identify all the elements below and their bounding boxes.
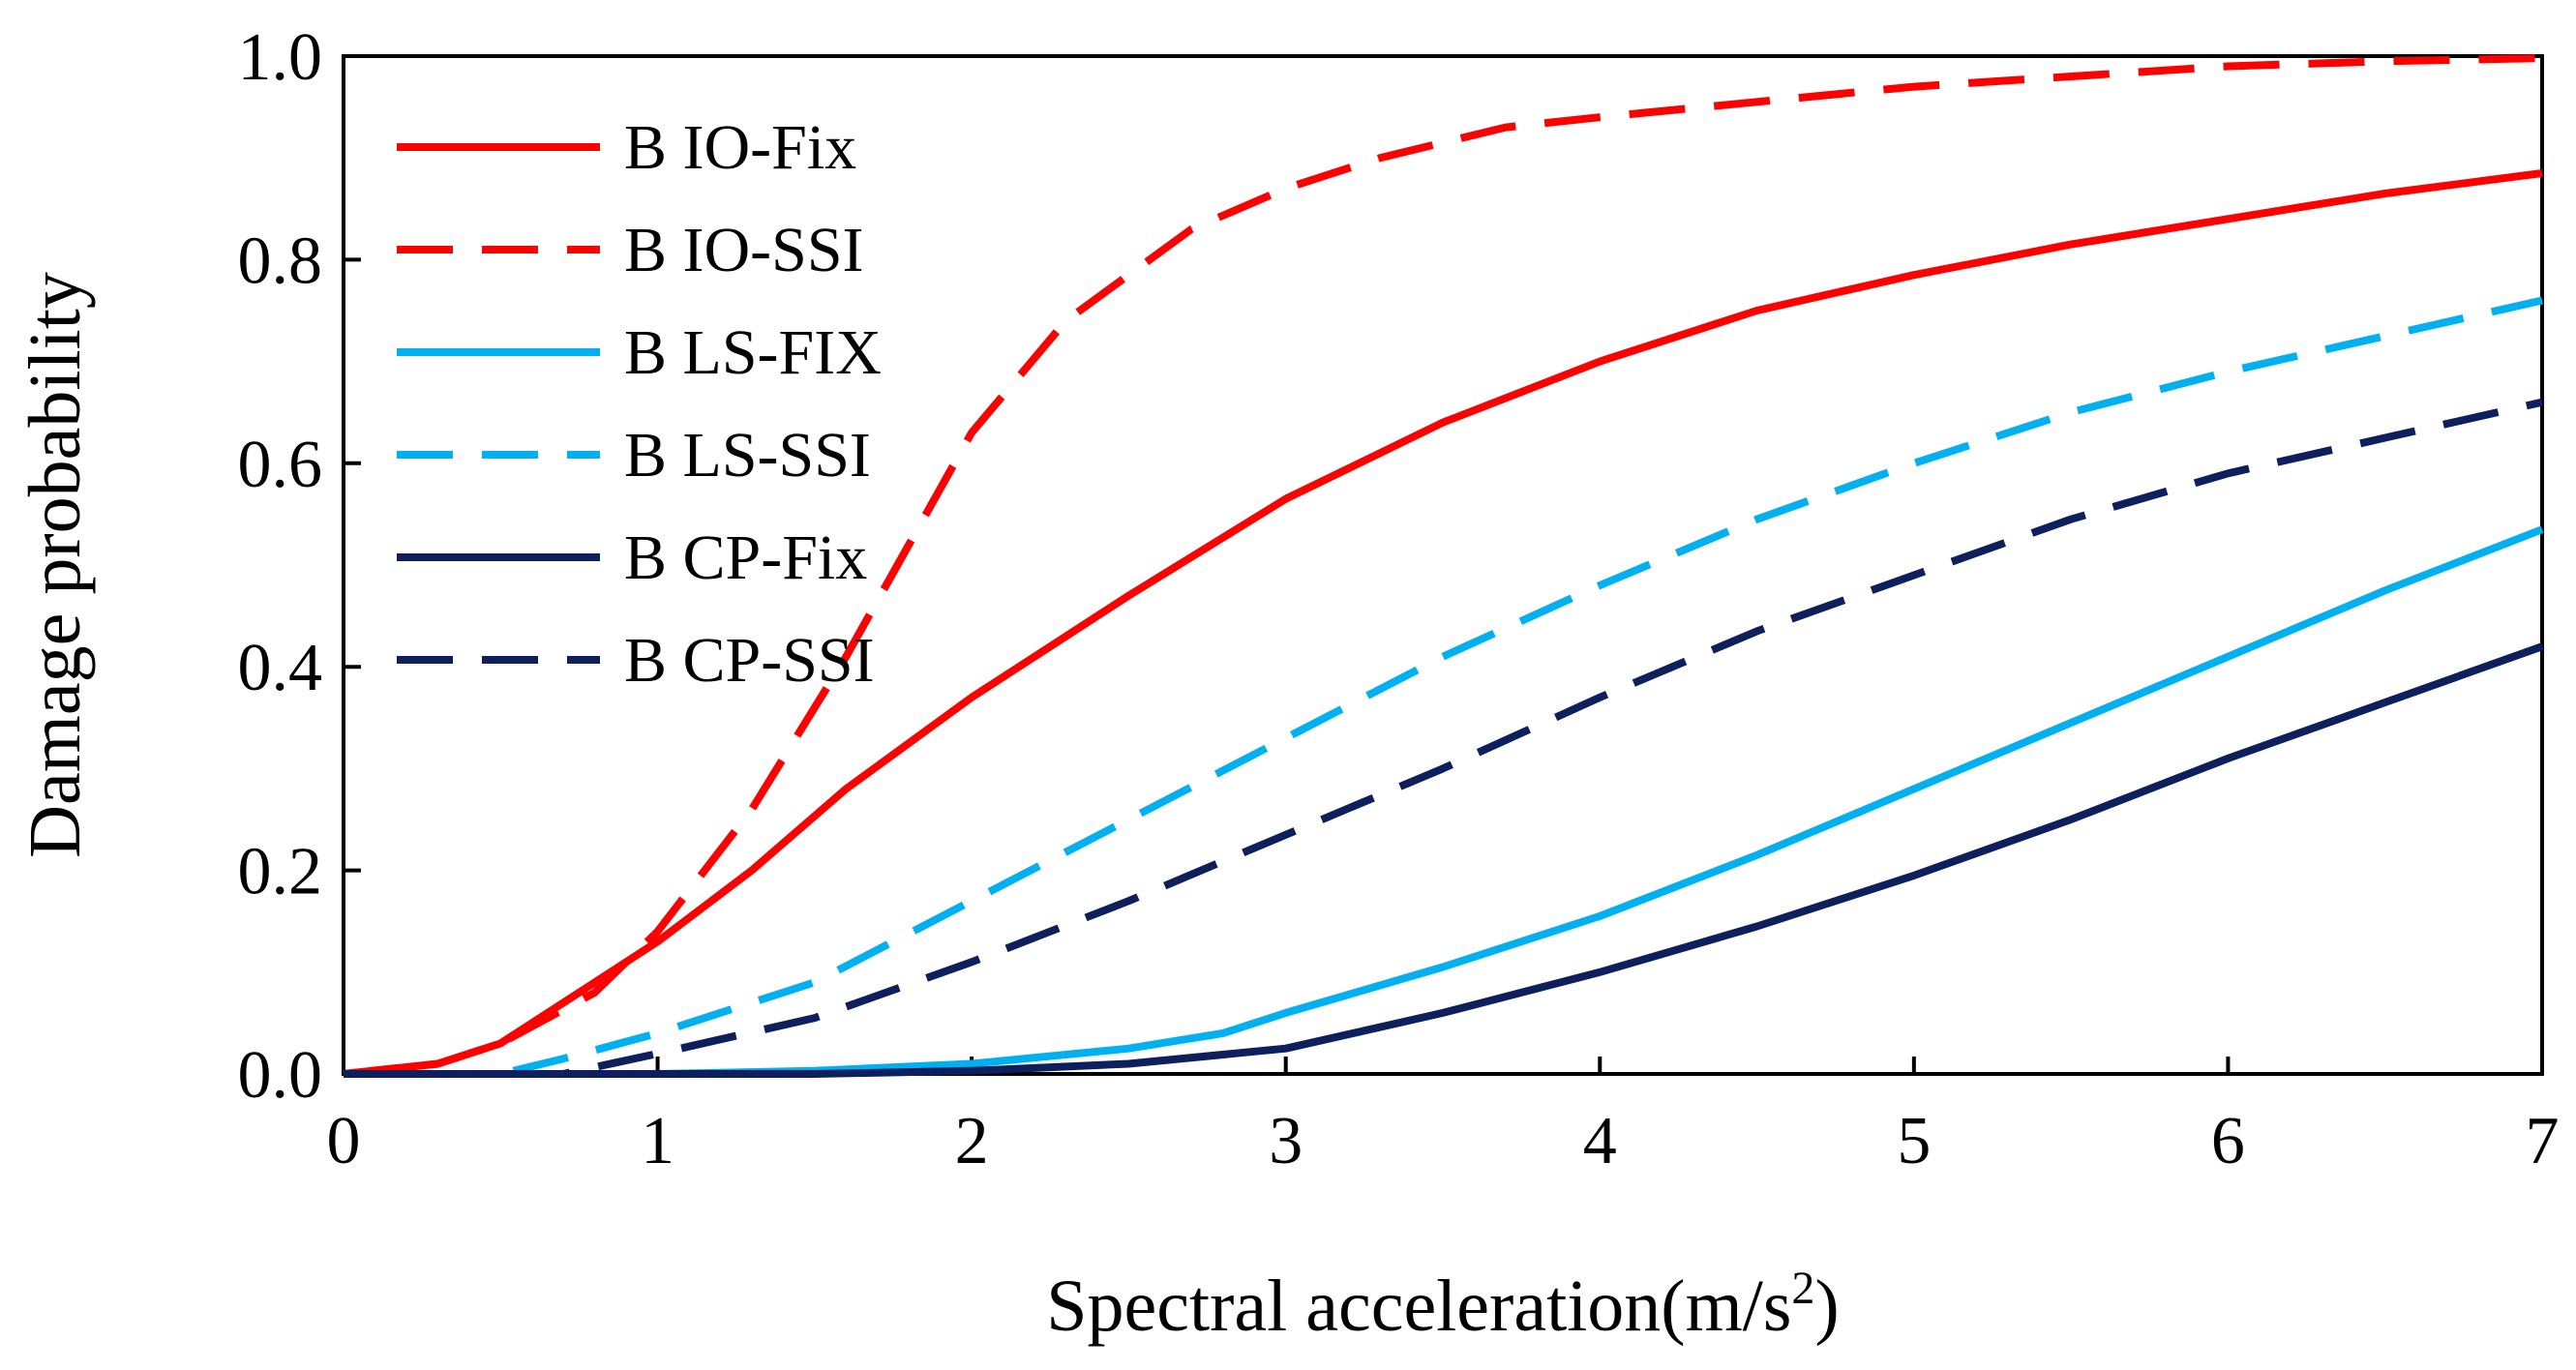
y-tick-label: 1.0	[238, 20, 323, 95]
x-tick-label: 4	[1583, 1104, 1617, 1178]
y-tick-label: 0.8	[238, 223, 323, 298]
plot-frame	[342, 54, 2544, 1076]
x-tick-label: 5	[1897, 1104, 1931, 1178]
series-line-b-io-ssi	[343, 54, 2543, 1078]
axis-labels-layer: Damage probability Spectral acceleration(…	[15, 272, 1840, 1347]
series-line-b-ls-ssi	[344, 296, 2543, 1078]
x-tick-label: 1	[641, 1104, 674, 1178]
series-line-b-io-fix	[343, 169, 2543, 1078]
y-axis-title: Damage probability	[15, 272, 96, 858]
y-tick-label: 0.2	[238, 835, 323, 909]
legend-label: B CP-Fix	[624, 522, 867, 593]
legend-label: B LS-FIX	[624, 317, 882, 388]
x-tick-label: 0	[327, 1104, 361, 1178]
legend-label: B LS-SSI	[624, 420, 871, 491]
legend-label: B IO-SSI	[624, 215, 864, 285]
legend-label: B IO-Fix	[624, 112, 856, 183]
series-line-b-cp-ssi	[344, 398, 2543, 1078]
x-axis-title: Spectral acceleration(m/s2)	[1046, 1263, 1839, 1347]
series-line-b-cp-fix	[344, 642, 2544, 1078]
x-tick-label: 2	[955, 1104, 989, 1178]
y-tick-label: 0.0	[238, 1038, 323, 1113]
axes-layer: 0.0 0.2 0.4 0.6 0.8 1.0 0 1 2 3 4 5 6 7	[238, 20, 2560, 1178]
series-layer	[343, 54, 2544, 1078]
x-tick-label: 7	[2526, 1104, 2560, 1178]
y-tick-label: 0.4	[238, 631, 323, 705]
series-line-b-ls-fix	[344, 525, 2544, 1078]
x-tick-label: 6	[2211, 1104, 2245, 1178]
legend-label: B CP-SSI	[624, 625, 875, 696]
legend: B IO-Fix B IO-SSI B LS-FIX B LS-SSI B CP-Fix…	[397, 112, 882, 696]
x-tick-label: 3	[1269, 1104, 1303, 1178]
y-tick-label: 0.6	[238, 428, 323, 502]
